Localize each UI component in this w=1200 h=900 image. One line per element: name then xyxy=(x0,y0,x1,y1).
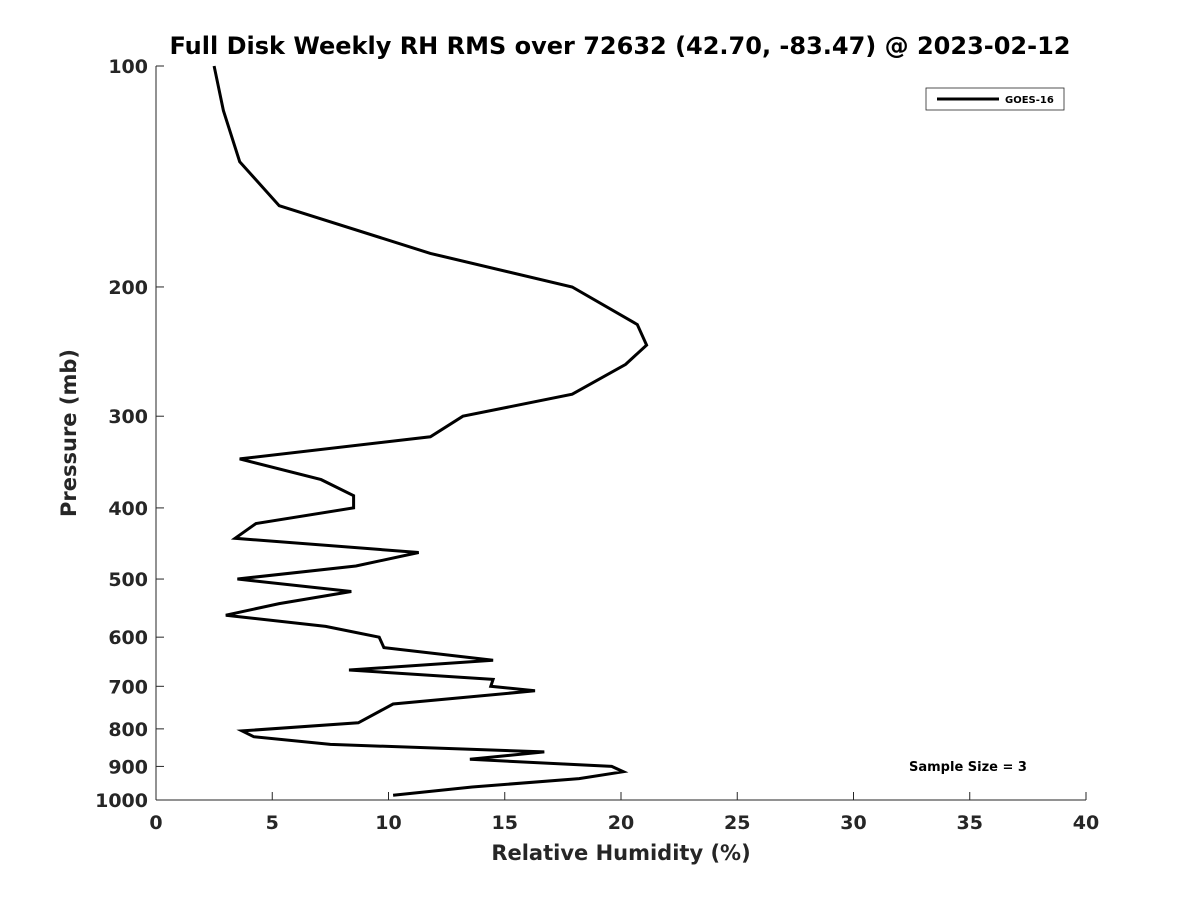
x-tick-label: 10 xyxy=(375,812,401,834)
y-tick-label: 400 xyxy=(108,498,148,520)
x-tick-label: 30 xyxy=(840,812,866,834)
x-axis-label: Relative Humidity (%) xyxy=(491,841,750,865)
x-tick-label: 15 xyxy=(492,812,518,834)
x-tick-label: 5 xyxy=(266,812,279,834)
chart-title: Full Disk Weekly RH RMS over 72632 (42.7… xyxy=(169,32,1070,60)
series-line-goes-16 xyxy=(212,65,649,797)
y-tick-label: 900 xyxy=(108,756,148,778)
series-group xyxy=(212,65,649,797)
x-tick-label: 20 xyxy=(608,812,634,834)
y-tick-label: 800 xyxy=(108,719,148,741)
y-tick-label: 100 xyxy=(108,56,148,78)
y-axis-ticks: 100 200 300 400 500 600 700 800 900 1000 xyxy=(95,56,164,812)
x-tick-label: 0 xyxy=(149,812,162,834)
x-tick-label: 25 xyxy=(724,812,750,834)
x-axis-ticks: 0 5 10 15 20 25 30 35 40 xyxy=(149,792,1099,834)
y-tick-label: 1000 xyxy=(95,790,148,812)
legend-label: GOES-16 xyxy=(1005,95,1054,106)
y-axis-label: Pressure (mb) xyxy=(57,349,81,517)
y-tick-label: 500 xyxy=(108,569,148,591)
y-tick-label: 700 xyxy=(108,676,148,698)
sample-size-annotation: Sample Size = 3 xyxy=(909,760,1027,775)
y-tick-label: 200 xyxy=(108,277,148,299)
y-tick-label: 600 xyxy=(108,627,148,649)
x-tick-label: 40 xyxy=(1073,812,1099,834)
x-tick-label: 35 xyxy=(957,812,983,834)
legend: GOES-16 xyxy=(925,87,1065,111)
y-tick-label: 300 xyxy=(108,406,148,428)
